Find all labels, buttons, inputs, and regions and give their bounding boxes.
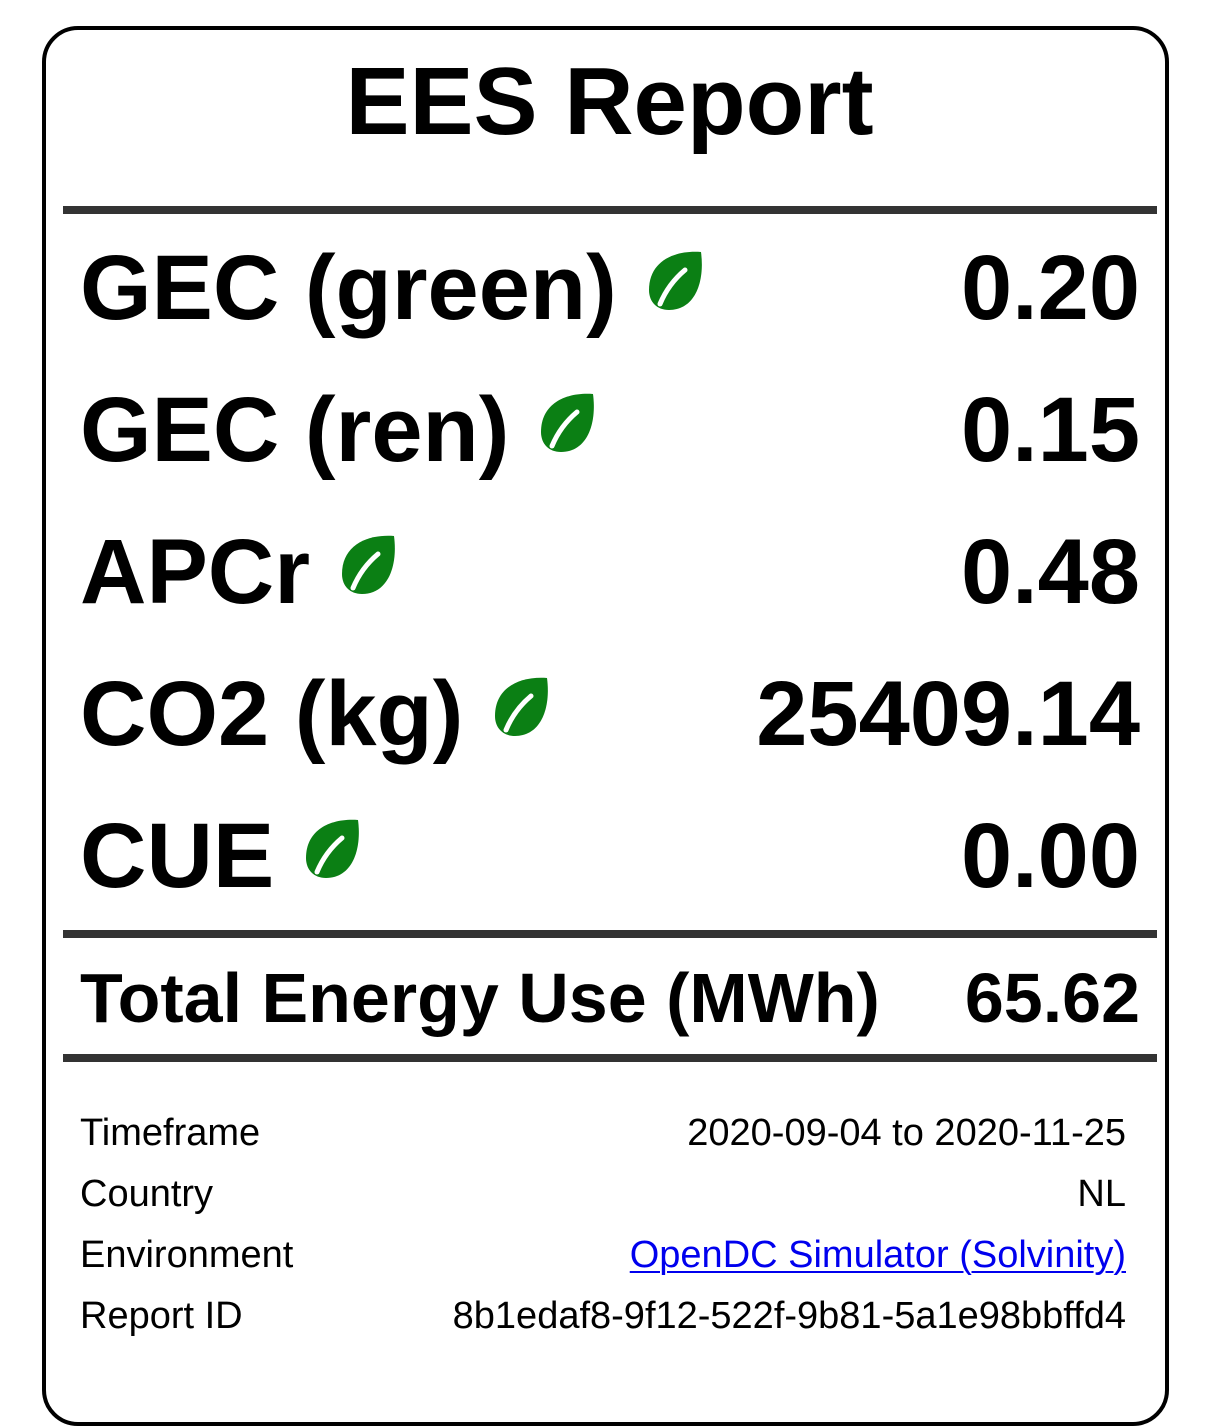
leaf-icon [306,819,360,878]
report-id-value: 8b1edaf8-9f12-522f-9b81-5a1e98bbffd4 [452,1295,1126,1337]
metric-label-wrap: CUE [80,806,366,906]
metric-row-apcr: APCr 0.48 [80,522,1140,622]
info-row-report-id: Report ID 8b1edaf8-9f12-522f-9b81-5a1e98… [80,1289,1126,1343]
metric-label-wrap: GEC (ren) [80,380,601,480]
metric-label-wrap: CO2 (kg) [80,664,555,764]
info-label: Report ID [80,1295,243,1337]
leaf-icon [648,251,702,310]
environment-value-wrap: OpenDC Simulator (Solvinity) [630,1228,1126,1282]
metric-value: 0.20 [960,237,1140,339]
report-title: EES Report [345,48,874,155]
metric-label: APCr [80,521,311,623]
metrics-divider [63,930,1157,938]
metric-value: 0.00 [960,805,1140,907]
metric-label: CUE [80,805,275,907]
metric-row-gec-ren: GEC (ren) 0.15 [80,380,1140,480]
metric-label-wrap: GEC (green) [80,238,709,338]
country-value: NL [1077,1173,1126,1215]
info-row-timeframe: Timeframe 2020-09-04 to 2020-11-25 [80,1106,1126,1160]
info-row-country: Country NL [80,1167,1126,1221]
leaf-icon [541,393,595,452]
metric-value: 0.48 [960,521,1140,623]
info-label: Timeframe [80,1112,261,1154]
title-divider [63,206,1157,214]
leaf-icon [342,535,395,594]
metric-label: GEC (ren) [80,379,510,481]
environment-link[interactable]: OpenDC Simulator (Solvinity) [629,1234,1126,1276]
total-energy-row: Total Energy Use (MWh) 65.62 [80,960,1140,1036]
metric-value: 25409.14 [756,663,1140,765]
report-card [42,26,1169,1426]
metric-row-gec-green: GEC (green) 0.20 [80,238,1140,338]
metric-row-co2: CO2 (kg) 25409.14 [80,664,1140,764]
metric-label-wrap: APCr [80,522,402,622]
total-energy-value: 65.62 [964,959,1140,1037]
leaf-icon [495,677,549,736]
total-energy-label: Total Energy Use (MWh) [80,959,880,1037]
metric-label: CO2 (kg) [80,663,464,765]
metric-value: 0.15 [960,379,1140,481]
info-row-environment: Environment OpenDC Simulator (Solvinity) [80,1228,1126,1282]
info-label: Country [80,1173,214,1215]
info-label: Environment [80,1234,294,1276]
total-divider [63,1054,1157,1062]
metric-label: GEC (green) [80,237,617,339]
metric-row-cue: CUE 0.00 [80,806,1140,906]
timeframe-value: 2020-09-04 to 2020-11-25 [687,1112,1126,1154]
